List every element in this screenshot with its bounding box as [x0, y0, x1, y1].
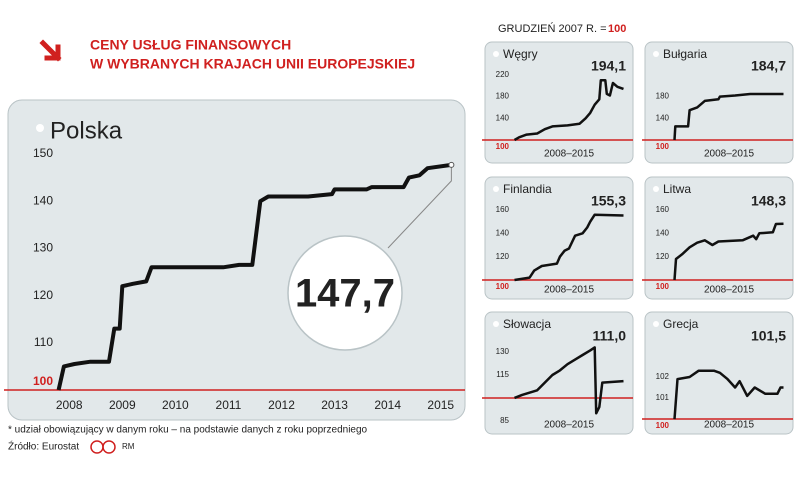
- x-axis-label: 2008–2015: [704, 420, 754, 431]
- logo: [90, 440, 116, 454]
- base-value: 100: [608, 23, 626, 35]
- callout-line: [387, 164, 452, 249]
- data-line: [673, 222, 784, 281]
- data-line: [673, 369, 784, 420]
- title-dot: [493, 186, 499, 192]
- title-line: W WYBRANYCH KRAJACH UNII EUROPEJSKIEJ: [90, 56, 415, 72]
- arrow-icon: [39, 39, 62, 62]
- data-line: [673, 92, 784, 141]
- y-tick-label: 150: [33, 146, 53, 160]
- y-tick-label: 140: [656, 113, 670, 122]
- title-line: CENY USŁUG FINANSOWYCH: [90, 37, 291, 53]
- y-tick-label: 180: [656, 92, 670, 101]
- value-label: 194,1: [591, 58, 626, 74]
- y-tick-label: 120: [656, 252, 670, 261]
- credit: RM: [122, 442, 135, 451]
- point-marker: [448, 161, 455, 168]
- x-axis-label: 2008–2015: [704, 149, 754, 160]
- y-tick-label: 100: [496, 282, 510, 291]
- x-tick-label: 2008: [56, 398, 83, 412]
- chart-title: Węgry: [503, 47, 538, 61]
- value-label: 184,7: [751, 58, 786, 74]
- panel-bg: [644, 176, 794, 300]
- panel-bg: [644, 41, 794, 164]
- y-tick-label: 115: [496, 370, 509, 379]
- value-label: 147,7: [295, 272, 395, 316]
- y-tick-label: 160: [656, 205, 670, 214]
- x-tick-label: 2012: [268, 398, 295, 412]
- title-dot: [493, 51, 499, 57]
- y-tick-label: 100: [656, 421, 670, 430]
- y-tick-label: 101: [656, 393, 670, 402]
- y-tick-label: 130: [496, 347, 510, 356]
- chart-panel: Węgry 100 140 180 220 2008–2015 194,1: [482, 41, 634, 164]
- x-axis-label: 2008–2015: [704, 285, 754, 296]
- chart-title: Litwa: [663, 182, 691, 196]
- footnote: * udział obowiązujący w danym roku – na …: [8, 425, 368, 436]
- y-tick-label: 160: [496, 205, 510, 214]
- chart-panel: Polska 100 110 120 130 140 150 2008 2009 2010 2011…: [4, 99, 466, 421]
- y-tick-label: 100: [33, 374, 53, 388]
- chart-panel: Słowacja 85 115 130 2008–2015 111,0: [482, 311, 634, 435]
- data-line: [514, 213, 624, 282]
- value-label: 148,3: [751, 193, 786, 209]
- y-tick-label: 120: [496, 252, 510, 261]
- chart-title: Polska: [50, 117, 123, 144]
- chart-title: Bułgaria: [663, 47, 707, 61]
- data-line: [514, 346, 624, 415]
- y-tick-label: 85: [500, 416, 509, 425]
- y-tick-label: 100: [656, 282, 670, 291]
- x-tick-label: 2010: [162, 398, 189, 412]
- logo-ring: [102, 440, 116, 454]
- value-label: 101,5: [751, 328, 786, 344]
- data-line: [56, 162, 452, 391]
- y-tick-label: 140: [496, 113, 510, 122]
- title-dot: [653, 186, 659, 192]
- chart-panel: Litwa 100 120 140 160 2008–2015 148,3: [642, 176, 794, 300]
- chart-title: Grecja: [663, 317, 699, 331]
- value-label: 155,3: [591, 193, 626, 209]
- x-axis-label: 2008–2015: [544, 285, 594, 296]
- chart-panel: Grecja 100 101 102 2008–2015 101,5: [642, 311, 794, 435]
- value-label: 111,0: [593, 328, 627, 344]
- title-dot: [653, 321, 659, 327]
- y-tick-label: 100: [656, 142, 670, 151]
- panel-bg: [484, 176, 634, 300]
- data-line: [513, 79, 624, 142]
- chart-title: Słowacja: [503, 317, 551, 331]
- x-tick-label: 2009: [109, 398, 136, 412]
- y-tick-label: 120: [33, 288, 53, 302]
- logo-ring: [90, 440, 104, 454]
- title-dot: [36, 124, 44, 132]
- x-axis-label: 2008–2015: [544, 149, 594, 160]
- y-tick-label: 102: [656, 372, 670, 381]
- title-dot: [653, 51, 659, 57]
- x-tick-label: 2015: [427, 398, 454, 412]
- y-tick-label: 180: [496, 92, 510, 101]
- x-tick-label: 2013: [321, 398, 348, 412]
- y-tick-label: 110: [34, 335, 53, 349]
- title-dot: [493, 321, 499, 327]
- y-tick-label: 220: [496, 70, 510, 79]
- x-axis-label: 2008–2015: [544, 420, 594, 431]
- chart-panel: Finlandia 100 120 140 160 2008–2015 155,3: [482, 176, 634, 300]
- y-tick-label: 140: [496, 228, 510, 237]
- chart-title: Finlandia: [503, 182, 552, 196]
- x-tick-label: 2011: [216, 398, 242, 412]
- header: CENY USŁUG FINANSOWYCH W WYBRANYCH KRAJA…: [38, 22, 626, 72]
- y-tick-label: 140: [656, 228, 670, 237]
- source: Źródło: Eurostat: [8, 440, 79, 453]
- value-badge: [287, 235, 403, 351]
- y-tick-label: 130: [33, 241, 53, 255]
- base-note: GRUDZIEŃ 2007 R. =: [498, 22, 607, 35]
- x-tick-label: 2014: [374, 398, 401, 412]
- panel-bg: [7, 99, 466, 421]
- chart-panel: Bułgaria 100 140 180 2008–2015 184,7: [642, 41, 794, 164]
- y-tick-label: 100: [496, 142, 510, 151]
- y-tick-label: 140: [33, 193, 53, 207]
- panel-bg: [484, 41, 634, 164]
